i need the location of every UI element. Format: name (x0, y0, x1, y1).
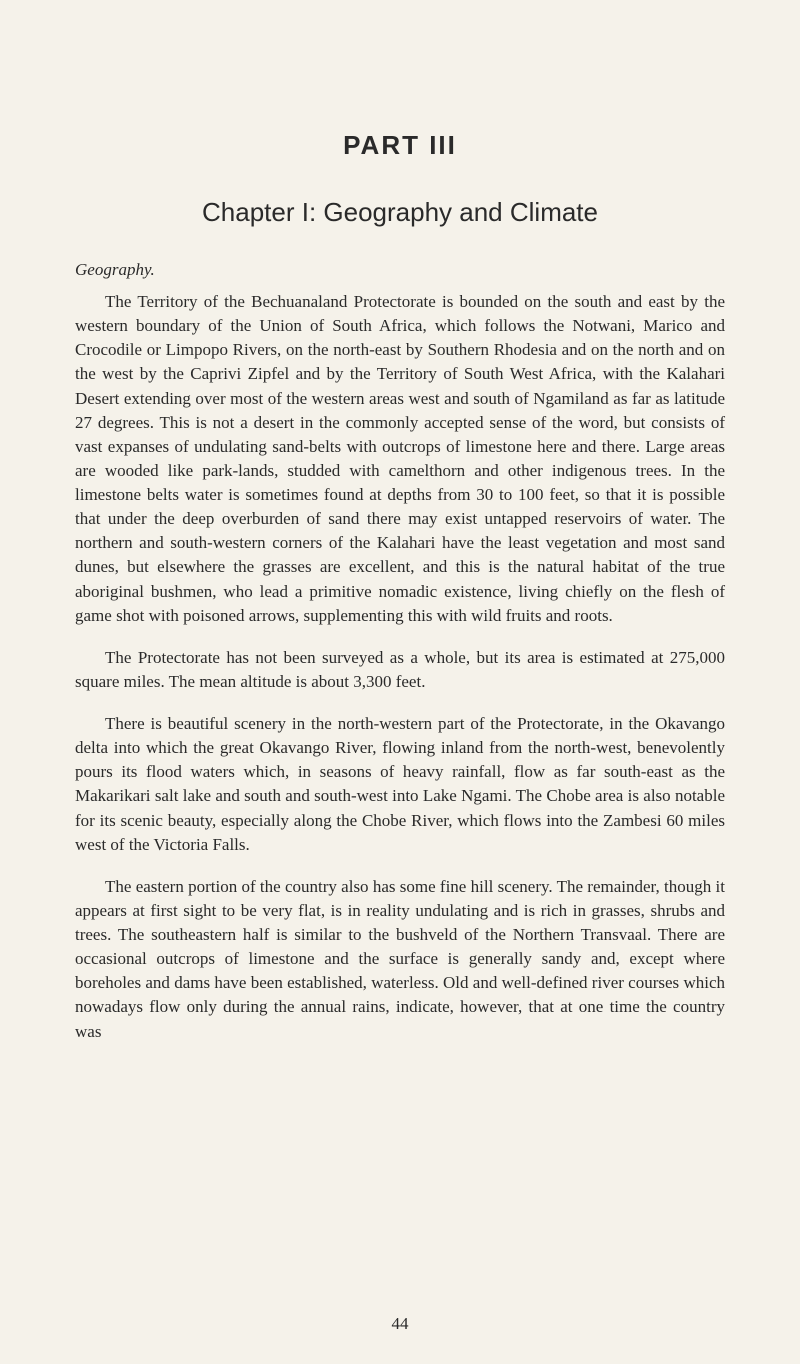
part-title: PART III (75, 130, 725, 161)
body-paragraph: There is beautiful scenery in the north-… (75, 712, 725, 857)
chapter-title: Chapter I: Geography and Climate (75, 197, 725, 228)
body-paragraph: The Territory of the Bechuanaland Protec… (75, 290, 725, 628)
body-paragraph: The Protectorate has not been surveyed a… (75, 646, 725, 694)
body-paragraph: The eastern portion of the country also … (75, 875, 725, 1044)
page-number: 44 (392, 1314, 409, 1334)
section-heading: Geography. (75, 260, 725, 280)
